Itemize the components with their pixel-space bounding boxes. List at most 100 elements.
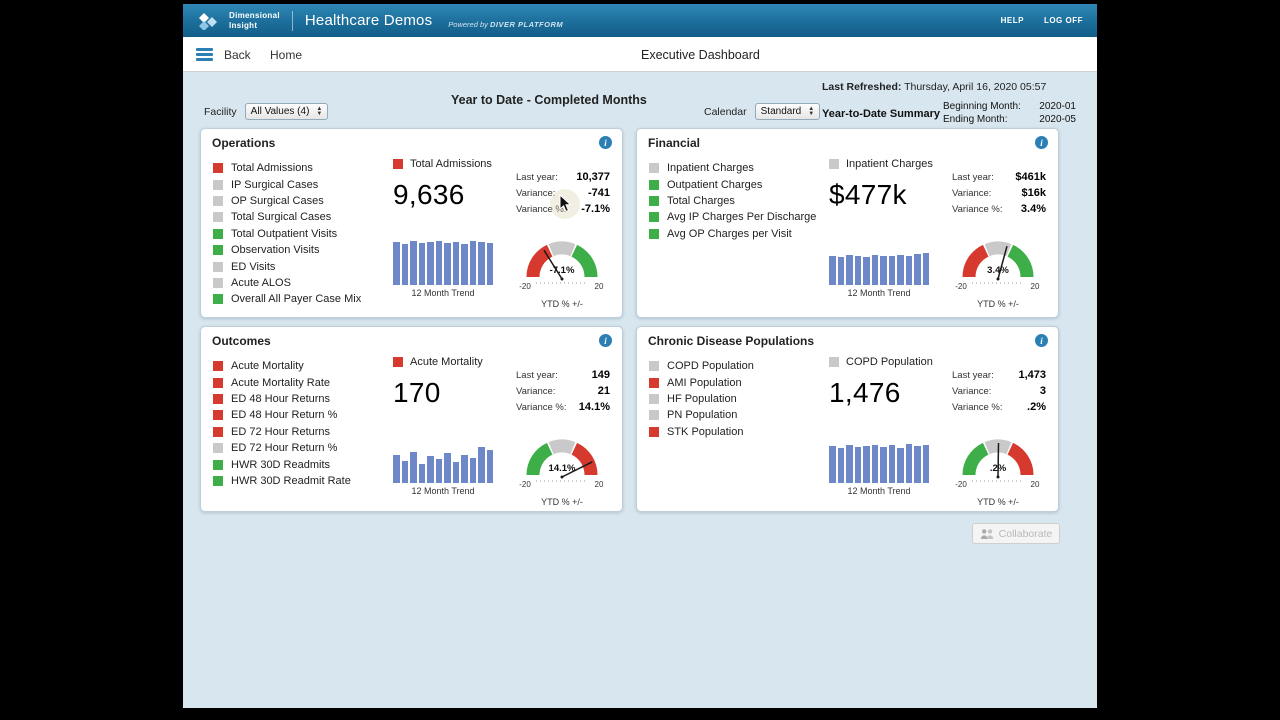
ytd-gauge: -20 20 -7.1%: [512, 233, 612, 296]
info-icon[interactable]: i: [599, 334, 612, 347]
metric-list-item[interactable]: Observation Visits: [213, 242, 361, 258]
metric-label: Acute Mortality: [231, 360, 304, 373]
trend-bar: [837, 257, 844, 285]
panel-title: Chronic Disease Populations: [648, 334, 815, 348]
metric-list-item[interactable]: STK Population: [649, 424, 754, 440]
metric-list-item[interactable]: Total Surgical Cases: [213, 209, 361, 225]
metric-list-item[interactable]: IP Surgical Cases: [213, 176, 361, 192]
info-icon[interactable]: i: [1035, 136, 1048, 149]
svg-text:14.1%: 14.1%: [549, 463, 576, 474]
facility-filter: Facility All Values (4) ▲ ▼: [204, 103, 329, 120]
collaborate-button[interactable]: Collaborate: [972, 523, 1060, 544]
status-square: [213, 294, 223, 305]
metric-list-item[interactable]: ED 72 Hour Returns: [213, 424, 351, 440]
metric-list-item[interactable]: Total Admissions: [213, 160, 361, 176]
metric-list-item[interactable]: ED 48 Hour Returns: [213, 391, 351, 407]
ytd-gauge: -20 20 3.4%: [948, 233, 1048, 296]
metric-label: Overall All Payer Case Mix: [231, 293, 362, 306]
trend-bar: [418, 243, 425, 285]
gauge-block: -20 20 14.1% YTD % +/-: [512, 431, 612, 507]
metric-list-item[interactable]: HF Population: [649, 391, 754, 407]
metric-label: Total Surgical Cases: [231, 211, 332, 224]
metric-list-item[interactable]: Inpatient Charges: [649, 160, 816, 176]
trend-bar: [897, 255, 904, 285]
metric-label: AMI Population: [667, 376, 742, 389]
gauge-block: -20 20 -7.1% YTD % +/-: [512, 233, 612, 309]
trend-bar: [897, 448, 904, 483]
dimensional-insight-logo: Dimensional Insight: [197, 11, 280, 30]
stat-row: Variance: 3: [952, 385, 1046, 397]
ending-month-value: 2020-05: [1039, 114, 1076, 125]
metric-list-item[interactable]: ED 72 Hour Return %: [213, 440, 351, 456]
trend-bar: [871, 445, 878, 483]
trend-bar: [461, 455, 468, 483]
metric-list-item[interactable]: Total Outpatient Visits: [213, 226, 361, 242]
ytd-gauge: -20 20 14.1%: [512, 431, 612, 494]
metric-list-item[interactable]: AMI Population: [649, 374, 754, 390]
trend-block: 12 Month Trend: [393, 437, 493, 496]
help-link[interactable]: HELP: [1000, 16, 1024, 25]
metric-list-item[interactable]: Total Charges: [649, 193, 816, 209]
gauge-caption: YTD % +/-: [541, 299, 583, 309]
metric-label: Total Outpatient Visits: [231, 227, 338, 240]
metric-value: 9,636: [393, 179, 465, 210]
stats-block: Last year: 1,473 Variance: 3 Variance %: .2%: [952, 369, 1046, 417]
beginning-month-value: 2020-01: [1039, 101, 1076, 112]
stats-block: Last year: 10,377 Variance: -741 Variance %:…: [516, 171, 610, 219]
trend-bar: [427, 456, 434, 483]
calendar-label: Calendar: [704, 105, 747, 118]
status-square: [213, 179, 223, 190]
logoff-link[interactable]: LOG OFF: [1043, 16, 1083, 25]
metric-label: Inpatient Charges: [667, 162, 754, 175]
metric-label: Avg OP Charges per Visit: [667, 227, 792, 240]
app-title: Healthcare Demos: [304, 12, 433, 29]
metric-list-item[interactable]: OP Surgical Cases: [213, 193, 361, 209]
metric-list-item[interactable]: PN Population: [649, 407, 754, 423]
selected-metric: Acute Mortality: [393, 356, 509, 368]
facility-select[interactable]: All Values (4) ▲ ▼: [244, 103, 329, 120]
status-square: [213, 443, 223, 454]
menu-icon[interactable]: [196, 48, 213, 61]
trend-bar: [871, 255, 878, 285]
svg-text:-20: -20: [519, 480, 531, 489]
home-button[interactable]: Home: [270, 48, 303, 62]
metric-list-item[interactable]: Avg OP Charges per Visit: [649, 226, 816, 242]
metric-value: 170: [393, 377, 441, 408]
metric-list-item[interactable]: Outpatient Charges: [649, 176, 816, 192]
metric-list-item[interactable]: Avg IP Charges Per Discharge: [649, 209, 816, 225]
metric-label: ED Visits: [231, 260, 276, 273]
status-square: [649, 393, 659, 404]
metric-label: HWR 30D Readmit Rate: [231, 474, 351, 487]
metric-list-item[interactable]: Acute Mortality Rate: [213, 374, 351, 390]
info-icon[interactable]: i: [1035, 334, 1048, 347]
stat-row: Last year: 10,377: [516, 171, 610, 183]
metric-list-item[interactable]: Acute Mortality: [213, 358, 351, 374]
metric-list-item[interactable]: HWR 30D Readmit Rate: [213, 473, 351, 489]
metric-list: Acute Mortality Acute Mortality Rate ED 48…: [213, 358, 351, 489]
status-square: [213, 393, 223, 404]
metric-label: PN Population: [667, 409, 738, 422]
metric-list-item[interactable]: ED 48 Hour Return %: [213, 407, 351, 423]
trend-bar: [444, 243, 451, 285]
stat-row: Variance %: .2%: [952, 401, 1046, 413]
metric-list-item[interactable]: Overall All Payer Case Mix: [213, 291, 361, 307]
metric-label: ED 72 Hour Returns: [231, 425, 331, 438]
calendar-select[interactable]: Standard ▲ ▼: [754, 103, 821, 120]
status-square: [393, 357, 403, 367]
trend-bar: [478, 242, 485, 285]
header-divider: [291, 10, 293, 31]
back-button[interactable]: Back: [224, 48, 251, 62]
trend-bar: [427, 242, 434, 285]
trend-bar: [888, 256, 895, 285]
metric-list-item[interactable]: Acute ALOS: [213, 275, 361, 291]
svg-text:20: 20: [595, 282, 604, 291]
ytd-gauge: -20 20 .2%: [948, 431, 1048, 494]
metric-list-item[interactable]: COPD Population: [649, 358, 754, 374]
info-icon[interactable]: i: [599, 136, 612, 149]
selected-metric: Inpatient Charges: [829, 158, 945, 170]
metric-list-item[interactable]: HWR 30D Readmits: [213, 456, 351, 472]
metric-list-item[interactable]: ED Visits: [213, 258, 361, 274]
status-square: [649, 195, 659, 206]
trend-block: 12 Month Trend: [829, 437, 929, 496]
stat-row: Last year: 1,473: [952, 369, 1046, 381]
